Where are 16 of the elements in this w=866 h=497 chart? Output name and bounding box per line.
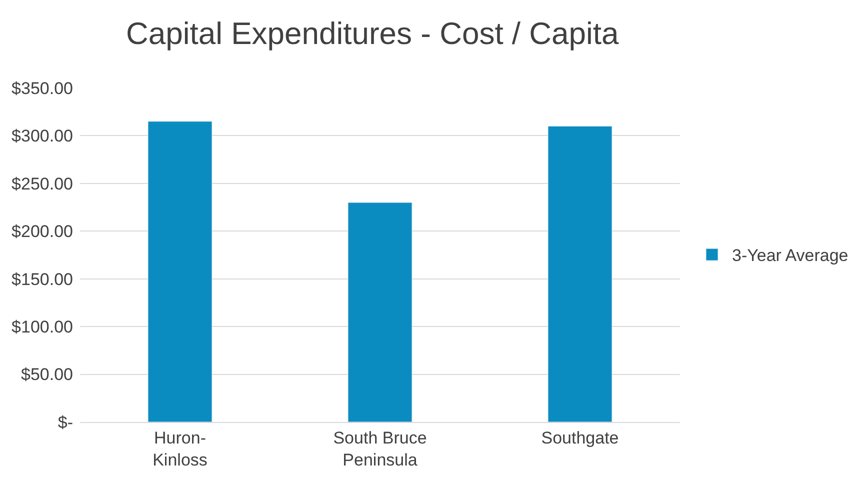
y-tick-label: $200.00 <box>12 222 73 242</box>
x-tick-label: Huron-Kinloss <box>152 428 208 470</box>
chart-title: Capital Expenditures - Cost / Capita <box>126 16 620 52</box>
y-tick-label: $100.00 <box>12 318 73 337</box>
bar <box>348 202 412 422</box>
bar <box>548 126 612 422</box>
bar <box>148 121 212 422</box>
y-tick-label: $300.00 <box>12 126 73 146</box>
x-tick-label: Southgate <box>541 428 619 448</box>
legend-label: 3-Year Average <box>732 246 848 266</box>
y-tick-label: $- <box>58 412 73 432</box>
y-tick-label: $150.00 <box>12 270 73 289</box>
y-tick-label: $50.00 <box>21 365 73 384</box>
y-tick-label: $250.00 <box>12 174 73 194</box>
x-tick-label: South Bruce Peninsula <box>333 428 427 470</box>
y-tick-label: $350.00 <box>12 78 73 98</box>
